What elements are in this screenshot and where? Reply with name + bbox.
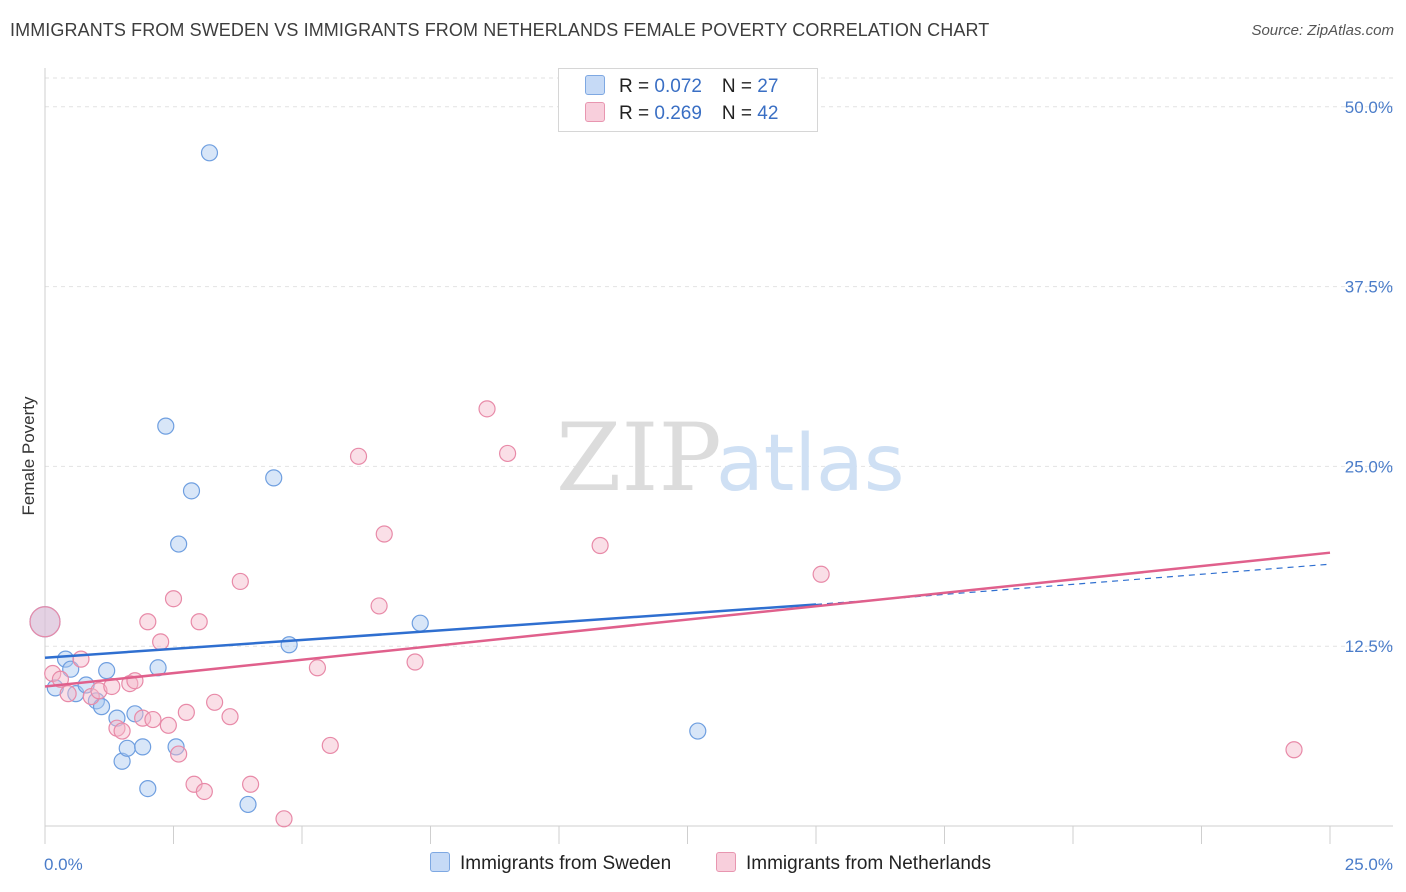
netherlands-point-13 (139, 613, 157, 631)
correlation-legend: R = 0.072 N = 27 R = 0.269 N = 42 (558, 68, 818, 132)
sweden-point-11 (118, 739, 136, 757)
netherlands-point-33 (406, 653, 424, 671)
watermark-atlas: atlas (716, 419, 905, 509)
netherlands-point-4 (72, 650, 90, 668)
netherlands-point-18 (170, 745, 188, 763)
y-tick-labels: 12.5% 25.0% 37.5% 50.0% (1345, 98, 1393, 656)
trend-line-netherlands (44, 551, 1331, 688)
bottom-legend-swatch-netherlands (716, 852, 736, 872)
sweden-point-14 (139, 779, 157, 798)
y-axis-label: Female Poverty (19, 396, 38, 516)
legend-swatch-netherlands (585, 102, 605, 122)
legend-row-sweden: R = 0.072 N = 27 (585, 75, 778, 99)
x-tick-label-0: 0.0% (44, 855, 83, 874)
chart-title: IMMIGRANTS FROM SWEDEN VS IMMIGRANTS FRO… (10, 20, 990, 40)
netherlands-point-25 (231, 572, 249, 591)
netherlands-point-32 (375, 525, 393, 543)
y-tick-label-2: 37.5% (1345, 278, 1393, 297)
sweden-point-3 (62, 660, 80, 678)
netherlands-point-35 (499, 444, 517, 463)
x-tick-labels: 0.0% 25.0% (44, 855, 1393, 874)
sweden-point-21 (239, 795, 257, 814)
netherlands-point-24 (221, 708, 239, 726)
sweden-point-24 (411, 614, 429, 632)
sweden-point-18 (170, 535, 188, 553)
axes (44, 68, 1393, 844)
sweden-point-19 (182, 482, 201, 500)
netherlands-point-10 (121, 674, 139, 693)
watermark: ZIP atlas (556, 404, 905, 513)
y-tick-label-1: 25.0% (1345, 457, 1393, 476)
legend-r-label: R = (619, 103, 655, 124)
bottom-legend-label-sweden: Immigrants from Sweden (460, 853, 672, 874)
netherlands-point-27 (275, 810, 293, 828)
sweden-point-22 (265, 469, 283, 487)
netherlands-point-22 (195, 782, 213, 801)
sweden-point-8 (98, 662, 116, 680)
bottom-legend-label-netherlands: Immigrants from Netherlands (746, 853, 991, 874)
series-netherlands-points (29, 400, 1303, 828)
sweden-point-25 (689, 722, 707, 740)
sweden-point-20 (200, 144, 219, 162)
netherlands-point-14 (144, 710, 162, 729)
legend-swatch-sweden (585, 75, 605, 95)
netherlands-point-17 (164, 590, 183, 608)
sweden-point-10 (113, 752, 131, 770)
bottom-legend-netherlands: Immigrants from Netherlands (716, 852, 991, 875)
netherlands-point-36 (591, 536, 609, 555)
netherlands-point-26 (242, 775, 260, 793)
netherlands-point-34 (478, 400, 496, 418)
sweden-point-9 (108, 709, 126, 727)
legend-row-netherlands: R = 0.269 N = 42 (585, 102, 778, 126)
netherlands-point-21 (190, 613, 208, 631)
sweden-point-16 (157, 417, 175, 435)
netherlands-point-6 (90, 682, 108, 700)
netherlands-point-30 (349, 447, 368, 465)
bottom-legend-sweden: Immigrants from Sweden (430, 852, 671, 875)
netherlands-point-15 (152, 633, 170, 651)
sweden-point-23 (280, 636, 298, 654)
x-tick-label-1: 25.0% (1345, 855, 1393, 874)
netherlands-point-38 (1285, 741, 1303, 759)
netherlands-point-0 (29, 606, 61, 638)
trend-line-sweden (44, 603, 817, 659)
netherlands-point-28 (308, 659, 327, 677)
netherlands-point-23 (206, 693, 224, 711)
netherlands-point-3 (59, 685, 77, 703)
legend-r-value-netherlands: 0.269 (654, 103, 702, 124)
source-credit: Source: ZipAtlas.com (1251, 22, 1394, 39)
legend-r-label: R = (619, 76, 655, 97)
netherlands-point-16 (159, 716, 177, 734)
y-tick-label-3: 50.0% (1345, 98, 1393, 117)
watermark-zip: ZIP (556, 404, 722, 513)
netherlands-point-29 (321, 736, 339, 755)
netherlands-point-11 (126, 672, 144, 690)
netherlands-point-8 (108, 719, 126, 737)
gridlines (45, 77, 1393, 647)
legend-n-label: N = (721, 103, 758, 124)
legend-r-value-sweden: 0.072 (654, 76, 702, 97)
netherlands-point-9 (113, 722, 131, 740)
netherlands-point-37 (812, 565, 830, 583)
bottom-legend-swatch-sweden (430, 852, 450, 872)
trend-line-sweden-extension (815, 563, 1331, 606)
legend-n-value-netherlands: 42 (757, 103, 779, 124)
trend-lines (44, 551, 1331, 688)
legend-n-value-sweden: 27 (757, 76, 779, 97)
y-tick-label-0: 12.5% (1345, 637, 1393, 656)
legend-n-label: N = (721, 76, 758, 97)
sweden-point-13 (134, 738, 152, 756)
netherlands-point-31 (370, 597, 388, 615)
netherlands-point-19 (177, 703, 195, 721)
